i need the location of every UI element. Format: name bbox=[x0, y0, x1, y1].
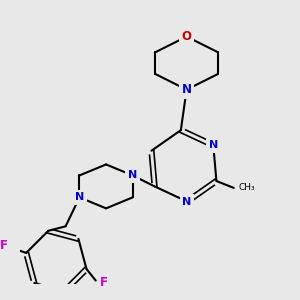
Text: CH₃: CH₃ bbox=[238, 183, 255, 192]
Text: F: F bbox=[0, 239, 8, 252]
Text: N: N bbox=[182, 196, 192, 206]
Text: N: N bbox=[209, 140, 218, 150]
Text: O: O bbox=[182, 30, 192, 43]
Text: N: N bbox=[182, 83, 192, 96]
Text: N: N bbox=[128, 170, 137, 180]
Text: N: N bbox=[75, 192, 84, 203]
Text: F: F bbox=[100, 276, 108, 290]
